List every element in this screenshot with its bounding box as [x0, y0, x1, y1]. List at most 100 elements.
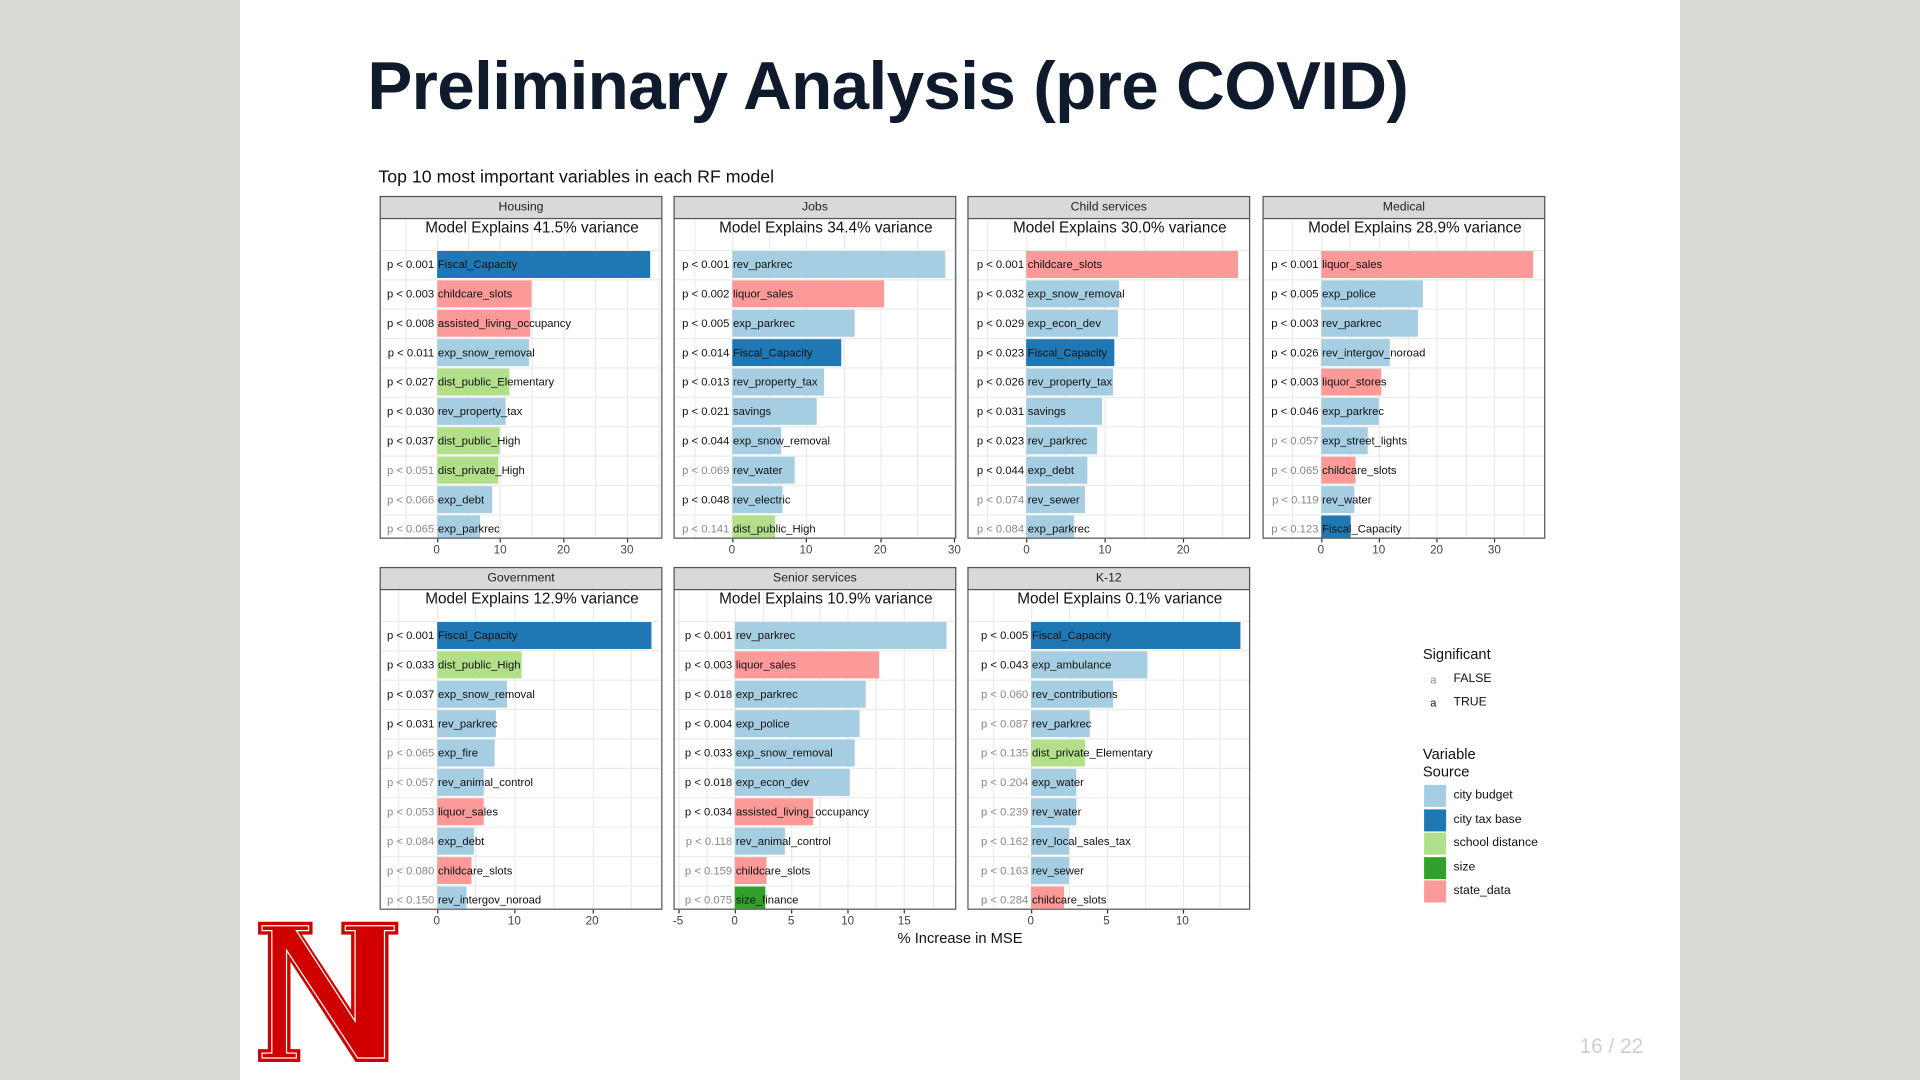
- importance-bar: [1320, 251, 1534, 278]
- vertical-gridline: [1183, 219, 1185, 538]
- x-axis-tick-label: 20: [1430, 543, 1444, 558]
- x-axis-tick-label: 30: [620, 543, 634, 558]
- importance-bar: [436, 768, 485, 796]
- horizontal-gridline: [674, 484, 956, 487]
- variable-label: childcare_slots: [1322, 464, 1397, 477]
- horizontal-gridline: [380, 620, 662, 623]
- horizontal-gridline: [380, 826, 662, 828]
- importance-bar: [436, 397, 506, 425]
- horizontal-gridline: [674, 767, 956, 769]
- x-axis-tick-label: 0: [731, 914, 738, 929]
- x-axis-tick-mark: [954, 538, 956, 543]
- vertical-gridline: [553, 590, 555, 909]
- p-value-label: p < 0.065: [1271, 464, 1319, 477]
- p-value-label: p < 0.065: [386, 522, 435, 536]
- x-axis-tick-label: 20: [873, 543, 887, 558]
- vertical-gridline: [658, 219, 660, 538]
- p-value-label: p < 0.011: [387, 346, 435, 359]
- vertical-gridline: [875, 590, 878, 909]
- variable-label: rev_intergov_noroad: [1322, 346, 1426, 359]
- p-value-label: p < 0.048: [682, 493, 730, 506]
- x-axis-tick-mark: [1494, 538, 1496, 543]
- p-value-label: p < 0.023: [976, 434, 1025, 447]
- legend-false-label: FALSE: [1453, 672, 1492, 686]
- importance-bar: [731, 515, 775, 538]
- x-axis-label: % Increase in MSE: [897, 929, 1023, 947]
- variable-label: exp_snow_removal: [437, 346, 535, 359]
- variable-label: liquor_sales: [1322, 258, 1383, 271]
- importance-bar: [436, 251, 651, 278]
- x-axis-tick-label: 0: [728, 543, 736, 558]
- horizontal-gridline: [1263, 249, 1545, 252]
- importance-bar: [1030, 886, 1065, 909]
- vertical-gridline: [1407, 219, 1409, 538]
- p-value-label: p < 0.057: [387, 776, 435, 789]
- x-axis-tick-label: 20: [1176, 543, 1190, 558]
- horizontal-gridline: [674, 249, 956, 252]
- x-axis-tick-mark: [500, 538, 502, 543]
- variable-label: rev_parkrec: [1027, 434, 1088, 447]
- variable-label: rev_water: [1322, 493, 1372, 506]
- horizontal-gridline: [674, 426, 956, 428]
- horizontal-gridline: [674, 650, 956, 652]
- variable-label: exp_fire: [437, 746, 478, 760]
- horizontal-gridline: [674, 455, 956, 457]
- horizontal-gridline: [968, 738, 1249, 740]
- importance-bar: [1026, 309, 1118, 337]
- p-value-label: p < 0.051: [386, 464, 435, 477]
- model-variance-subtitle: Model Explains 28.9% variance: [1308, 219, 1522, 237]
- model-variance-subtitle: Model Explains 30.0% variance: [1013, 219, 1227, 237]
- horizontal-gridline: [968, 679, 1249, 681]
- p-value-label: p < 0.023: [976, 346, 1025, 359]
- importance-bar: [1030, 739, 1086, 767]
- model-variance-subtitle: Model Explains 10.9% variance: [719, 590, 933, 608]
- importance-bar: [436, 309, 531, 337]
- p-value-label: p < 0.001: [387, 629, 435, 642]
- p-value-label: p < 0.018: [684, 688, 733, 701]
- variable-label: rev_property_tax: [733, 375, 818, 389]
- horizontal-gridline: [380, 767, 662, 769]
- p-value-label: p < 0.239: [981, 805, 1029, 818]
- variable-label: exp_parkrec: [733, 317, 795, 330]
- importance-bar: [436, 515, 481, 538]
- p-value-label: p < 0.065: [387, 746, 435, 760]
- importance-bar: [1026, 486, 1085, 514]
- legend-key-swatch: [1424, 880, 1447, 903]
- nebraska-n-logo: [256, 919, 401, 1064]
- variable-label: liquor_sales: [733, 287, 794, 301]
- facet-plot-panel: Model Explains 10.9% variance p < 0.001 re…: [673, 588, 957, 910]
- importance-bar: [1320, 486, 1354, 514]
- vertical-gridline: [1220, 590, 1222, 909]
- x-axis-tick-mark: [1026, 538, 1028, 543]
- p-value-label: p < 0.044: [976, 464, 1025, 477]
- vertical-gridline: [843, 219, 845, 538]
- legend-source-label: school distance: [1453, 836, 1538, 850]
- p-value-label: p < 0.005: [1271, 287, 1319, 301]
- p-value-label: p < 0.060: [981, 688, 1029, 701]
- p-value-label: p < 0.031: [976, 405, 1025, 418]
- x-axis-tick-label: 0: [433, 914, 440, 929]
- vertical-gridline: [1144, 590, 1146, 909]
- importance-bar: [1320, 515, 1351, 538]
- x-axis-tick-mark: [1030, 909, 1032, 914]
- horizontal-gridline: [968, 797, 1249, 799]
- importance-bar: [1030, 710, 1090, 738]
- variable-label: liquor_sales: [437, 805, 499, 818]
- x-axis-tick-mark: [847, 909, 849, 914]
- p-value-label: p < 0.075: [684, 893, 733, 907]
- horizontal-gridline: [380, 738, 662, 740]
- vertical-gridline: [1494, 219, 1496, 538]
- p-value-label: p < 0.069: [682, 464, 730, 477]
- horizontal-gridline: [380, 367, 662, 369]
- horizontal-gridline: [1263, 396, 1545, 398]
- horizontal-gridline: [1263, 455, 1545, 457]
- p-value-label: p < 0.003: [1271, 317, 1319, 330]
- variable-label: Fiscal_Capacity: [1031, 629, 1112, 642]
- importance-bar: [1030, 680, 1113, 708]
- importance-bar: [734, 827, 785, 855]
- legend-source-label: city budget: [1453, 788, 1513, 803]
- importance-bar: [731, 339, 842, 367]
- vertical-gridline: [880, 219, 882, 538]
- horizontal-gridline: [380, 797, 662, 799]
- importance-bar: [436, 486, 492, 514]
